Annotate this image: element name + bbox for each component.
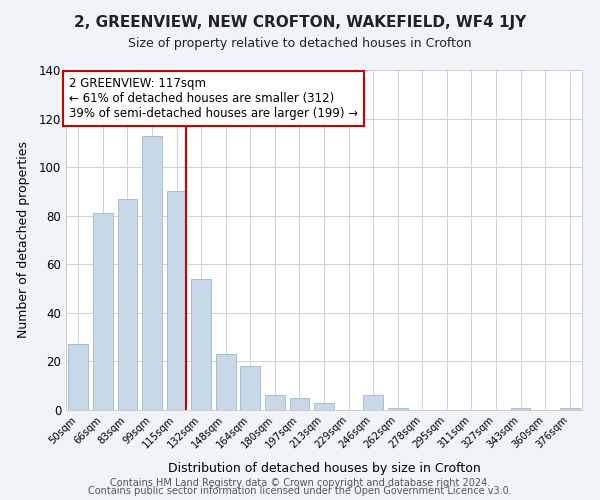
Bar [93, 214, 113, 410]
Bar [68, 344, 88, 410]
Text: Size of property relative to detached houses in Crofton: Size of property relative to detached ho… [128, 38, 472, 51]
Bar [142, 136, 162, 410]
Bar [364, 396, 383, 410]
Bar [191, 279, 211, 410]
Bar [216, 354, 236, 410]
Text: Contains public sector information licensed under the Open Government Licence v3: Contains public sector information licen… [88, 486, 512, 496]
Y-axis label: Number of detached properties: Number of detached properties [17, 142, 31, 338]
Text: Contains HM Land Registry data © Crown copyright and database right 2024.: Contains HM Land Registry data © Crown c… [110, 478, 490, 488]
Bar [560, 408, 580, 410]
Bar [388, 408, 407, 410]
Bar [290, 398, 309, 410]
Bar [314, 402, 334, 410]
Bar [241, 366, 260, 410]
X-axis label: Distribution of detached houses by size in Crofton: Distribution of detached houses by size … [167, 462, 481, 474]
Text: 2 GREENVIEW: 117sqm
← 61% of detached houses are smaller (312)
39% of semi-detac: 2 GREENVIEW: 117sqm ← 61% of detached ho… [68, 77, 358, 120]
Bar [167, 192, 187, 410]
Bar [511, 408, 530, 410]
Text: 2, GREENVIEW, NEW CROFTON, WAKEFIELD, WF4 1JY: 2, GREENVIEW, NEW CROFTON, WAKEFIELD, WF… [74, 15, 526, 30]
Bar [265, 396, 284, 410]
Bar [118, 198, 137, 410]
